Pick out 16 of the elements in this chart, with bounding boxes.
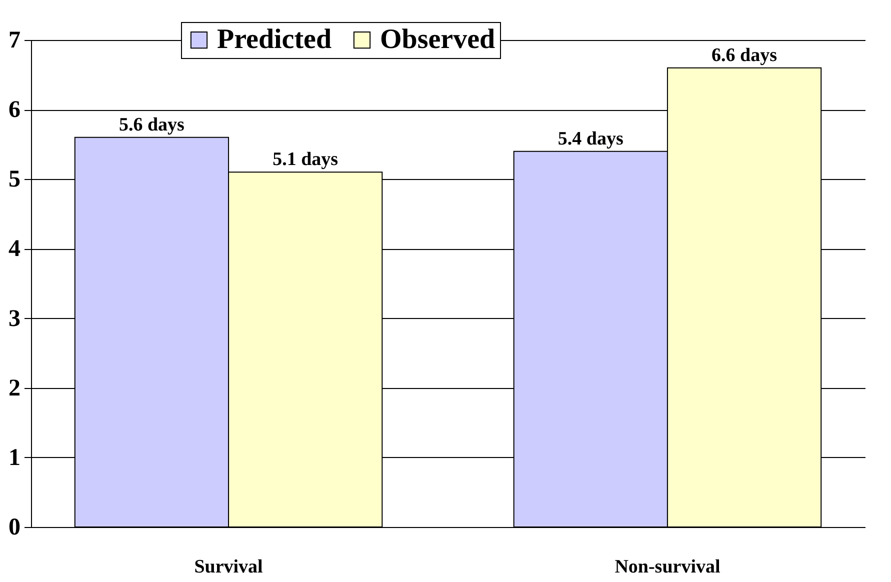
y-tick-label: 5 xyxy=(8,166,20,193)
data-label: 5.4 days xyxy=(558,128,624,150)
x-tick-label: Non-survival xyxy=(614,556,720,578)
y-tick-label: 6 xyxy=(8,97,20,124)
legend-label: Observed xyxy=(380,24,496,55)
y-tick-label: 4 xyxy=(8,236,20,262)
y-tick-label: 3 xyxy=(8,306,20,332)
y-tick-label: 7 xyxy=(8,28,20,54)
legend-label: Predicted xyxy=(217,24,332,55)
y-tick-label: 1 xyxy=(8,444,20,471)
y-tick-label: 2 xyxy=(8,375,20,402)
data-label: 5.1 days xyxy=(272,149,338,170)
data-label: 6.6 days xyxy=(712,44,778,66)
x-tick-label: Survival xyxy=(194,556,263,578)
data-label: 5.6 days xyxy=(118,114,184,136)
y-tick-label: 0 xyxy=(8,514,20,540)
